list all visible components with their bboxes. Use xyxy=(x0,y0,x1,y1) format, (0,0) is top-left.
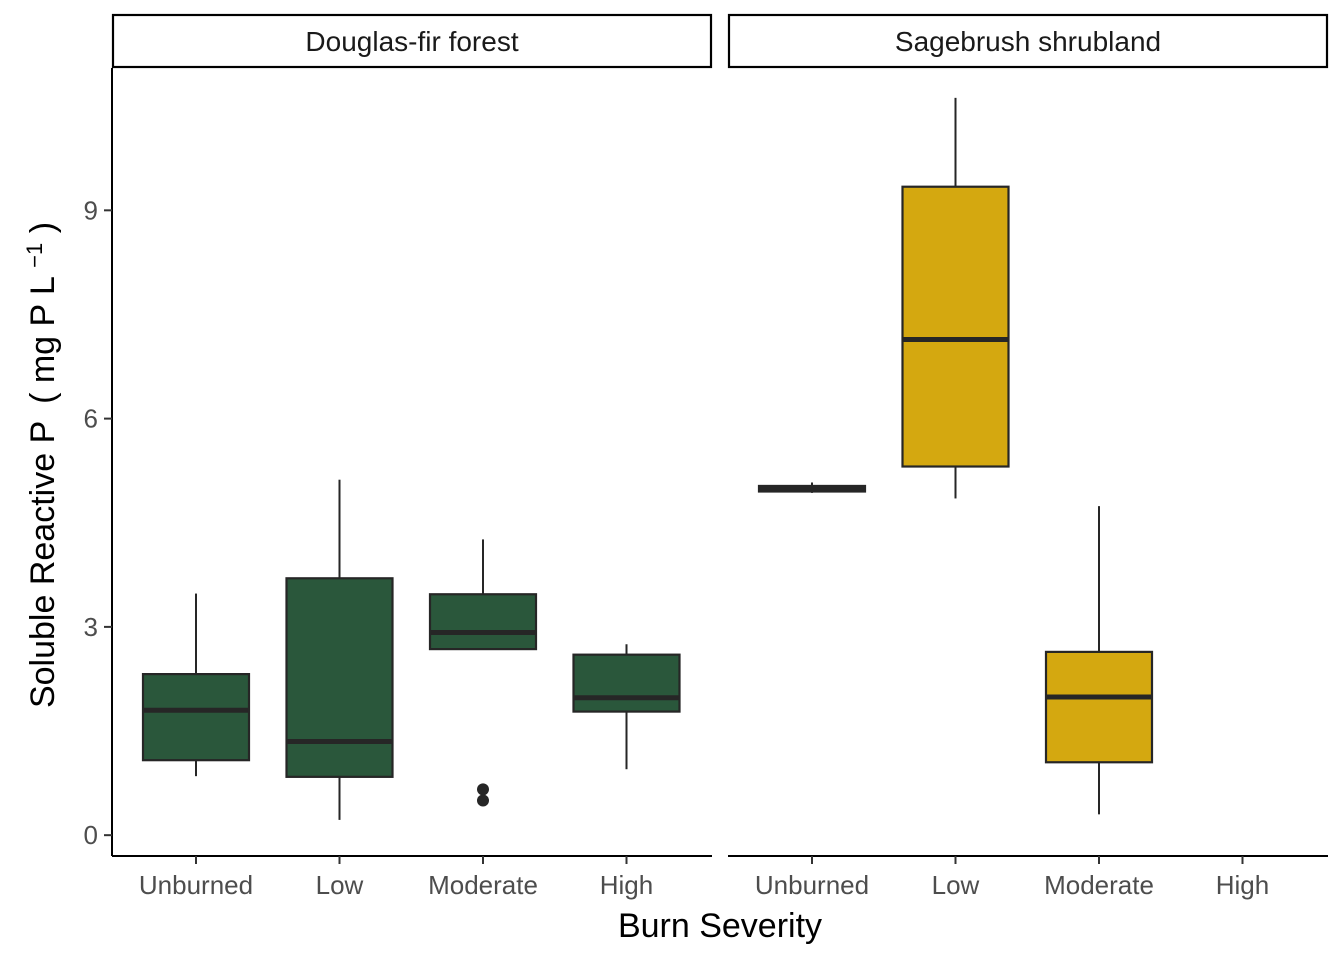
y-axis-title-paren-close: ) xyxy=(24,222,62,233)
panel-2-x-tick-label-moderate: Moderate xyxy=(1044,870,1154,900)
panel-1-box-low-iqr xyxy=(285,577,394,778)
panel-2-strip xyxy=(727,13,1329,69)
panel-2-box-low-iqr xyxy=(901,185,1010,468)
panel-1-box-high xyxy=(572,644,681,770)
y-tick-label-3: 3 xyxy=(84,612,98,642)
y-tick-label-0: 0 xyxy=(84,820,98,850)
panel-2-box-moderate xyxy=(1044,506,1154,815)
panel-1-x-tick-label-unburned: Unburned xyxy=(139,870,253,900)
panel-1-box-moderate-outlier-2 xyxy=(477,794,489,807)
y-tick-label-6: 6 xyxy=(84,404,98,434)
panel-1: Douglas-fir forest 0 3 6 9 Unburned Low Moderat… xyxy=(84,13,713,900)
panel-1-box-unburned-iqr xyxy=(141,673,251,762)
panel-1-x-tick-label-moderate: Moderate xyxy=(428,870,538,900)
panel-2-strip-label: Sagebrush shrubland xyxy=(895,26,1161,57)
y-axis-title-main: Soluble Reactive P xyxy=(24,421,62,708)
y-axis-title-unit: mg P L xyxy=(24,277,62,383)
x-axis-title: Burn Severity xyxy=(618,907,822,945)
panel-2-box-unburned xyxy=(757,482,867,493)
panel-2-x-tick-label-unburned: Unburned xyxy=(755,870,869,900)
panel-1-x-tick-label-low: Low xyxy=(316,870,364,900)
panel-2-box-low xyxy=(901,97,1010,499)
panel-2-box-moderate-iqr xyxy=(1044,650,1154,764)
y-axis-title: Soluble Reactive P ( mg P L −1 ) xyxy=(12,222,62,708)
panel-1-x-tick-label-high: High xyxy=(600,870,653,900)
panel-1-strip-label: Douglas-fir forest xyxy=(305,26,518,57)
panel-2-x-tick-label-low: Low xyxy=(932,870,980,900)
panel-1-box-unburned xyxy=(141,593,251,777)
panel-1-strip xyxy=(111,13,713,69)
y-axis-title-paren-open: ( xyxy=(24,392,62,404)
panel-1-box-moderate-iqr xyxy=(428,593,538,651)
panel-1-box-moderate-outlier-1 xyxy=(477,783,489,796)
panel-1-box-low xyxy=(285,479,394,820)
facet-panels: Douglas-fir forest 0 3 6 9 Unburned Low Moderat… xyxy=(84,13,1329,900)
panel-2-x-tick-label-high: High xyxy=(1216,870,1269,900)
panel-1-box-moderate xyxy=(428,539,538,807)
panel-1-box-high-iqr xyxy=(572,653,681,713)
y-axis-title-unit-exponent: −1 xyxy=(22,243,47,268)
y-tick-label-9: 9 xyxy=(84,195,98,225)
panel-2: Sagebrush shrubland Unburned Low Moderate Hi… xyxy=(727,13,1329,900)
